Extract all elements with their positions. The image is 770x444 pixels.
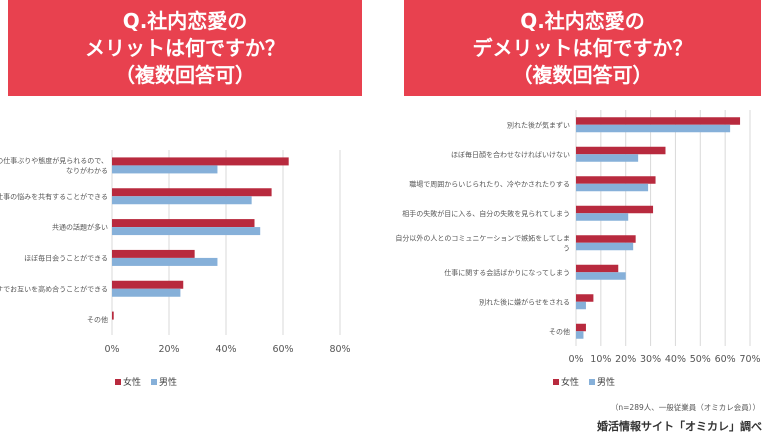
merit-bar-male [112,196,252,205]
demerit-title-line3: （複数回答可） [512,62,653,87]
merit-bar-female [112,188,272,197]
demerit-x-tick-label: 10% [590,354,611,365]
merit-x-tick-label: 60% [272,344,293,355]
merit-category-label: の仕事ぶりや態度が見られるので、 [0,156,108,165]
demerit-bar-female [576,205,654,214]
demerit-x-tick-label: 20% [615,354,636,365]
demerit-category-label: ほぼ毎日顔を合わせなければいけない [451,150,570,159]
demerit-bar-female [576,117,741,125]
merit-legend-label: 女性 [123,376,141,388]
demerit-bar-male [576,272,626,280]
demerit-bar-female [576,323,586,332]
merit-bar-female [112,249,195,258]
demerit-bar-female [576,146,666,155]
merit-bar-female [112,157,289,166]
merit-category-label: ほぼ毎日会うことができる [24,253,108,262]
demerit-title-line2: デメリットは何ですか？ [472,35,693,60]
merit-x-tick-label: 0% [104,344,119,355]
merit-bar-female [112,311,114,320]
merit-bar-male [112,288,181,297]
merit-category-label: 仕事の悩みを共有することができる [0,192,108,201]
merit-category-label: その他 [87,315,108,324]
merit-x-tick-label: 20% [158,344,179,355]
merit-bar-male [112,257,218,266]
demerit-category-label: 相手の失敗が目に入る、自分の失敗を見られてしまう [402,209,570,218]
sample-size-note: （n=289人、一般従業員（オミカレ会員）） [610,403,760,412]
demerit-x-tick-label: 70% [739,354,760,365]
demerit-x-tick-label: 60% [715,354,736,365]
demerit-bar-female [576,176,656,184]
demerit-category-label: 仕事に関する会話ばかりになってしまう [444,268,570,277]
demerit-x-tick-label: 50% [690,354,711,365]
merit-title-line2: メリットは何ですか？ [85,35,285,60]
merit-title-line3: （複数回答可） [115,62,255,87]
demerit-category-label: う [563,244,570,252]
merit-category-label: なりがわかる [66,166,108,175]
demerit-x-tick-label: 40% [665,354,686,365]
demerit-bar-female [576,264,619,273]
merit-legend-swatch-male [151,379,157,385]
source-credit: 婚活情報サイト「オミカレ」調べ [597,420,762,433]
demerit-bar-male [576,213,629,221]
merit-bar-male [112,165,218,174]
demerit-title-banner: Q.社内恋愛の デメリットは何ですか？ （複数回答可） [404,0,761,96]
merit-category-label: 共通の話題が多い [52,223,108,232]
demerit-category-label: 自分以外の人とのコミュニケーションで嫉妬をしてしま [395,233,570,242]
merit-x-tick-label: 80% [329,344,350,355]
demerit-bar-female [576,235,636,243]
demerit-legend-label: 男性 [597,376,615,388]
demerit-legend-swatch-female [553,379,559,385]
demerit-bar-male [576,124,731,133]
merit-bar-male [112,227,261,236]
merit-title-line1: Q.社内恋愛の [122,8,248,33]
merit-category-label: すでお互いを高め合うことができる [0,284,108,293]
merit-bar-female [112,280,184,289]
merit-x-tick-label: 40% [215,344,236,355]
demerit-legend-label: 女性 [561,376,579,388]
demerit-category-label: 別れた後が気まずい [507,120,570,129]
demerit-bar-male [576,301,586,310]
demerit-x-tick-label: 30% [640,354,661,365]
demerit-title-line1: Q.社内恋愛の [520,8,645,33]
demerit-x-tick-label: 0% [568,354,583,365]
demerit-category-label: 職場で周囲からいじられたり、冷やかされたりする [409,179,570,188]
demerit-bar-male [576,154,639,162]
merit-title-banner: Q.社内恋愛の メリットは何ですか？ （複数回答可） [8,0,362,96]
demerit-bar-male [576,331,584,339]
merit-bar-female [112,219,255,228]
merit-legend-label: 男性 [159,376,177,388]
demerit-bar-female [576,294,594,302]
demerit-bar-male [576,183,649,192]
demerit-category-label: その他 [549,327,570,336]
demerit-category-label: 別れた後に嫌がらせをされる [479,297,570,306]
merit-legend-swatch-female [115,379,121,385]
demerit-legend-swatch-male [589,379,595,385]
demerit-bar-male [576,242,634,251]
